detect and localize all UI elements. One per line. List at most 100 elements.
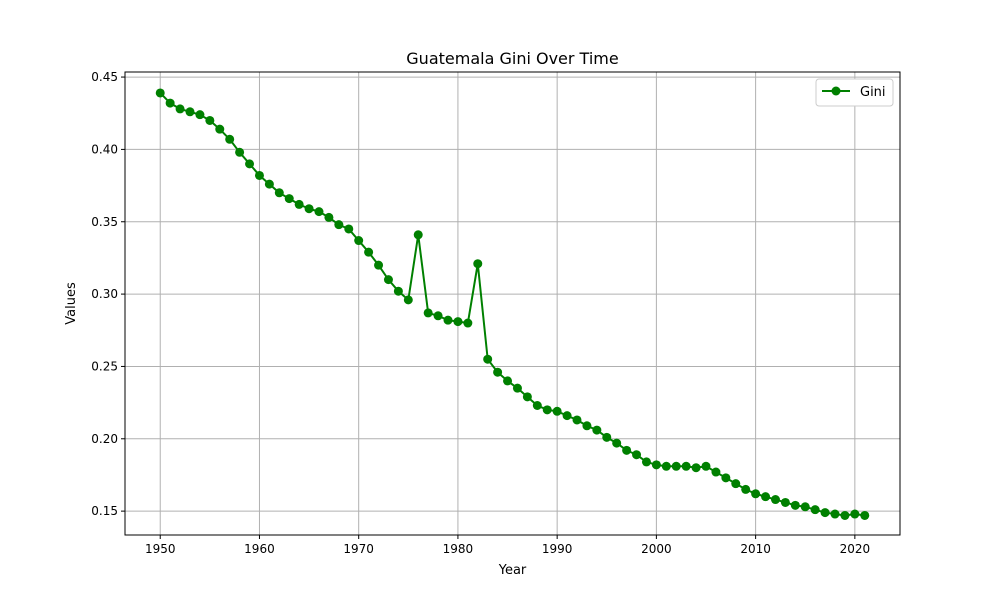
y-tick-label: 0.20 <box>91 432 118 446</box>
data-point <box>532 401 542 410</box>
data-point <box>651 460 661 470</box>
data-point <box>790 500 800 510</box>
data-point <box>473 259 483 269</box>
data-point <box>800 502 810 512</box>
data-point <box>453 317 463 327</box>
data-point <box>304 204 314 214</box>
y-tick-label: 0.15 <box>91 504 118 518</box>
data-point <box>711 467 721 477</box>
data-point <box>840 510 850 520</box>
data-point <box>612 438 622 448</box>
legend-box <box>815 78 894 107</box>
y-tick-label: 0.25 <box>91 359 118 373</box>
plot-area-frame <box>124 71 901 536</box>
data-point <box>443 315 453 325</box>
data-point <box>542 405 552 415</box>
data-point <box>483 354 493 364</box>
data-point <box>681 461 691 471</box>
data-point <box>245 159 255 169</box>
x-tick-label: 1970 <box>343 542 374 556</box>
data-point <box>344 224 354 234</box>
data-point <box>622 445 632 455</box>
data-point <box>761 492 771 502</box>
data-point <box>850 509 860 519</box>
data-point <box>661 461 671 471</box>
data-point <box>562 411 572 421</box>
data-point <box>403 295 413 305</box>
data-point <box>701 461 711 471</box>
x-tick-label: 1990 <box>542 542 573 556</box>
data-point <box>731 479 741 489</box>
data-point <box>572 415 582 425</box>
data-point <box>691 463 701 473</box>
data-point <box>810 505 820 515</box>
legend: Gini <box>815 78 894 107</box>
series-line-gini <box>159 92 865 517</box>
data-point <box>741 484 751 494</box>
data-point <box>364 247 374 257</box>
data-point <box>284 194 294 204</box>
x-tick-label: 1950 <box>145 542 176 556</box>
data-point <box>632 450 642 460</box>
data-point <box>582 421 592 431</box>
data-point <box>215 124 225 134</box>
x-tick-label: 1960 <box>244 542 275 556</box>
data-point <box>314 207 324 217</box>
data-point <box>165 98 175 108</box>
data-point <box>463 318 473 328</box>
data-point <box>374 260 384 270</box>
data-point <box>393 286 403 296</box>
x-tick-label: 1980 <box>443 542 474 556</box>
data-point <box>592 425 602 435</box>
data-point <box>503 376 513 386</box>
data-point <box>860 510 870 520</box>
y-tick-label: 0.40 <box>91 142 118 156</box>
data-point <box>264 179 274 189</box>
data-point <box>383 275 393 285</box>
chart-title: Guatemala Gini Over Time <box>406 49 618 68</box>
data-point <box>522 392 532 402</box>
data-point <box>433 311 443 321</box>
y-axis-label: Values <box>64 282 79 325</box>
x-tick-label: 2010 <box>740 542 771 556</box>
data-point <box>751 489 761 499</box>
axis-ticks: 1950 1960 1970 1980 1990 2000 2010 2020 0.15 0.20… <box>91 70 870 556</box>
data-point <box>195 110 205 120</box>
grid-lines <box>125 72 900 535</box>
legend-point-marker <box>831 86 841 96</box>
data-point <box>334 220 344 230</box>
data-point <box>185 107 195 117</box>
data-point <box>294 199 304 209</box>
data-point <box>512 383 522 393</box>
data-point <box>155 88 165 98</box>
data-point <box>354 236 364 246</box>
x-axis-label: Year <box>498 563 527 578</box>
data-point <box>602 432 612 442</box>
data-point <box>225 134 235 144</box>
data-point <box>671 461 681 471</box>
data-point <box>641 457 651 467</box>
data-point <box>493 367 503 377</box>
data-point <box>175 104 185 114</box>
data-point <box>770 495 780 505</box>
data-point <box>423 308 433 318</box>
data-point <box>205 115 215 125</box>
data-point <box>254 170 264 180</box>
data-point <box>274 188 284 198</box>
y-tick-label: 0.30 <box>91 287 118 301</box>
data-point <box>413 230 423 240</box>
y-tick-label: 0.45 <box>91 70 118 84</box>
data-point <box>235 147 245 157</box>
data-point <box>830 509 840 519</box>
data-point <box>552 406 562 416</box>
data-point <box>324 212 334 222</box>
data-point <box>721 473 731 483</box>
x-tick-label: 2020 <box>840 542 871 556</box>
data-point <box>780 497 790 507</box>
data-point <box>820 508 830 518</box>
x-tick-label: 2000 <box>641 542 672 556</box>
series-layer <box>155 88 870 520</box>
legend-entry-gini: Gini <box>860 85 886 100</box>
y-tick-label: 0.35 <box>91 215 118 229</box>
